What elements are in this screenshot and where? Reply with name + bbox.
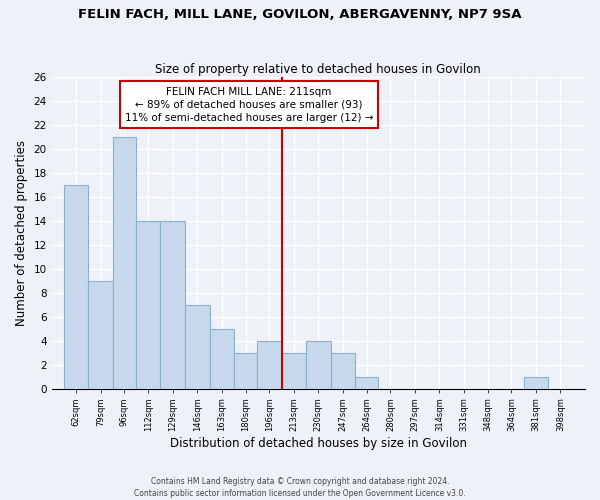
- Bar: [136, 221, 160, 388]
- Bar: [64, 185, 88, 388]
- Title: Size of property relative to detached houses in Govilon: Size of property relative to detached ho…: [155, 63, 481, 76]
- Bar: [306, 340, 331, 388]
- Bar: [331, 352, 355, 388]
- X-axis label: Distribution of detached houses by size in Govilon: Distribution of detached houses by size …: [170, 437, 467, 450]
- Bar: [355, 376, 378, 388]
- Bar: [524, 376, 548, 388]
- Bar: [185, 304, 209, 388]
- Text: FELIN FACH, MILL LANE, GOVILON, ABERGAVENNY, NP7 9SA: FELIN FACH, MILL LANE, GOVILON, ABERGAVE…: [78, 8, 522, 20]
- Bar: [113, 137, 136, 388]
- Text: Contains HM Land Registry data © Crown copyright and database right 2024.
Contai: Contains HM Land Registry data © Crown c…: [134, 476, 466, 498]
- Y-axis label: Number of detached properties: Number of detached properties: [15, 140, 28, 326]
- Text: FELIN FACH MILL LANE: 211sqm
← 89% of detached houses are smaller (93)
11% of se: FELIN FACH MILL LANE: 211sqm ← 89% of de…: [125, 86, 373, 123]
- Bar: [160, 221, 185, 388]
- Bar: [257, 340, 281, 388]
- Bar: [88, 281, 113, 388]
- Bar: [234, 352, 257, 388]
- Bar: [209, 328, 234, 388]
- Bar: [281, 352, 306, 388]
